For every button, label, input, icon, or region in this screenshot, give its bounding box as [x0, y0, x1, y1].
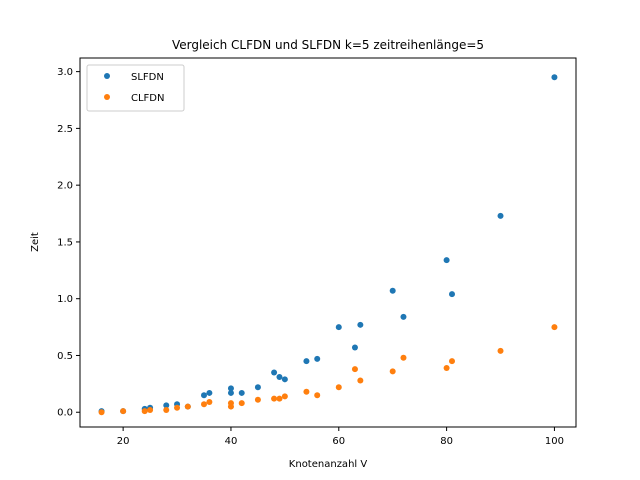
y-tick-label: 2.0: [57, 181, 73, 192]
data-point: [238, 389, 245, 396]
data-point: [303, 358, 310, 365]
y-tick-label: 1.5: [57, 237, 73, 248]
data-point: [206, 399, 213, 406]
data-point: [184, 403, 191, 410]
data-point: [449, 358, 455, 365]
legend-box: [86, 64, 185, 112]
data-point: [238, 400, 245, 407]
data-point: [206, 389, 213, 396]
data-point: [201, 392, 207, 399]
series-slfdn: [98, 74, 558, 415]
data-point: [351, 344, 358, 351]
data-point: [254, 396, 261, 403]
x-axis-label: Knotenanzahl V: [289, 459, 368, 470]
y-axis-label: Zeit: [30, 232, 41, 252]
data-point: [254, 384, 261, 391]
data-point: [357, 321, 364, 328]
data-point: [271, 369, 278, 376]
data-point: [227, 389, 234, 396]
x-tick-label: 20: [117, 436, 130, 447]
legend-label: CLFDN: [131, 93, 165, 104]
data-point: [141, 408, 148, 415]
data-point: [551, 324, 558, 331]
data-point: [163, 402, 170, 409]
data-point: [281, 376, 288, 383]
data-point: [120, 408, 127, 415]
data-point: [271, 395, 278, 402]
y-tick-label: 3.0: [57, 67, 73, 78]
data-point: [314, 392, 321, 399]
y-tick-label: 0.0: [57, 408, 73, 419]
plot-frame: [79, 57, 577, 428]
data-point: [163, 406, 170, 413]
data-point: [443, 257, 450, 264]
legend: SLFDN CLFDN: [86, 64, 185, 112]
y-tick-label: 1.0: [57, 294, 73, 305]
data-point: [357, 377, 364, 384]
data-point: [281, 393, 288, 400]
legend-marker: [104, 73, 110, 79]
x-tick-label: 60: [332, 436, 345, 447]
plot-points: [98, 74, 558, 416]
x-axis: 20 40 60 80 100: [117, 427, 564, 447]
data-point: [335, 324, 342, 331]
legend-label: SLFDN: [131, 72, 164, 83]
x-tick-label: 40: [225, 436, 238, 447]
y-axis: 0.0 0.5 1.0 1.5 2.0 2.5 3.0: [57, 67, 80, 419]
data-point: [227, 403, 234, 410]
data-point: [276, 395, 283, 402]
data-point: [443, 364, 450, 371]
data-point: [449, 291, 455, 298]
data-point: [389, 287, 396, 294]
data-point: [98, 409, 105, 416]
data-point: [551, 74, 558, 81]
data-point: [201, 401, 207, 408]
series-clfdn: [98, 324, 558, 416]
data-point: [174, 404, 181, 411]
data-point: [497, 212, 504, 219]
chart-title: Vergleich CLFDN und SLFDN k=5 zeitreihen…: [172, 38, 484, 52]
data-point: [351, 366, 358, 373]
data-point: [400, 313, 407, 320]
x-tick-label: 80: [440, 436, 453, 447]
y-tick-label: 2.5: [57, 124, 73, 135]
data-point: [227, 385, 234, 392]
legend-marker: [104, 94, 110, 100]
data-point: [400, 354, 407, 361]
data-point: [389, 368, 396, 375]
y-tick-label: 0.5: [57, 351, 73, 362]
data-point: [314, 355, 321, 362]
data-point: [335, 384, 342, 391]
data-point: [147, 406, 154, 413]
data-point: [303, 388, 310, 395]
data-point: [276, 374, 283, 381]
data-point: [497, 347, 504, 354]
x-tick-label: 100: [545, 436, 564, 447]
